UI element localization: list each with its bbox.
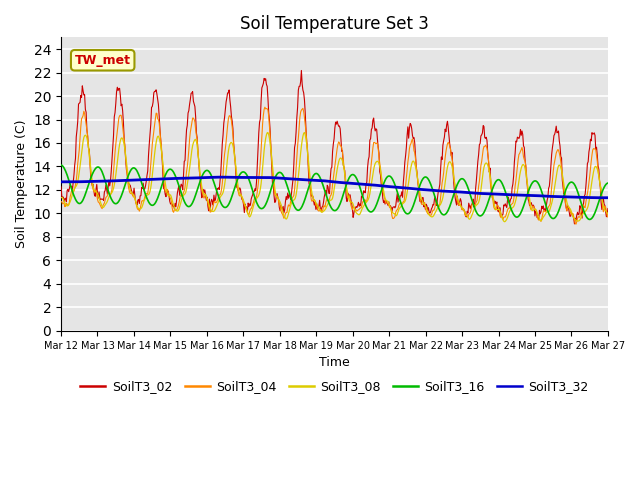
Line: SoilT3_32: SoilT3_32 bbox=[61, 177, 608, 198]
SoilT3_16 bbox=[417, 180, 425, 186]
SoilT3_04 bbox=[402, 183, 410, 189]
SoilT3_32 bbox=[418, 187, 426, 192]
SoilT3_02 bbox=[67, 183, 75, 189]
SoilT3_04 bbox=[208, 208, 216, 214]
SoilT3_02 bbox=[57, 184, 65, 190]
Title: Soil Temperature Set 3: Soil Temperature Set 3 bbox=[240, 15, 429, 33]
SoilT3_16 bbox=[401, 209, 409, 215]
SoilT3_02 bbox=[179, 187, 187, 192]
SoilT3_04 bbox=[179, 192, 187, 198]
SoilT3_16 bbox=[179, 194, 187, 200]
SoilT3_04 bbox=[572, 221, 580, 227]
SoilT3_04 bbox=[604, 214, 612, 220]
SoilT3_32 bbox=[208, 175, 216, 180]
SoilT3_04 bbox=[57, 199, 65, 204]
SoilT3_32 bbox=[67, 179, 75, 185]
Line: SoilT3_08: SoilT3_08 bbox=[61, 132, 608, 222]
SoilT3_32 bbox=[604, 195, 612, 201]
X-axis label: Time: Time bbox=[319, 356, 350, 369]
SoilT3_08 bbox=[124, 166, 131, 172]
SoilT3_32 bbox=[179, 175, 187, 181]
SoilT3_02 bbox=[418, 201, 426, 207]
SoilT3_02 bbox=[571, 221, 579, 227]
SoilT3_32 bbox=[218, 174, 225, 180]
SoilT3_32 bbox=[596, 195, 604, 201]
SoilT3_32 bbox=[57, 179, 65, 185]
Legend: SoilT3_02, SoilT3_04, SoilT3_08, SoilT3_16, SoilT3_32: SoilT3_02, SoilT3_04, SoilT3_08, SoilT3_… bbox=[76, 375, 593, 398]
SoilT3_04 bbox=[418, 201, 426, 207]
SoilT3_02 bbox=[402, 153, 410, 158]
SoilT3_16 bbox=[124, 176, 131, 181]
Line: SoilT3_04: SoilT3_04 bbox=[61, 107, 608, 224]
SoilT3_08 bbox=[67, 197, 75, 203]
Text: TW_met: TW_met bbox=[75, 54, 131, 67]
SoilT3_16 bbox=[586, 216, 593, 222]
SoilT3_08 bbox=[402, 197, 410, 203]
SoilT3_08 bbox=[500, 219, 508, 225]
SoilT3_02 bbox=[298, 68, 305, 73]
SoilT3_16 bbox=[57, 162, 65, 168]
SoilT3_08 bbox=[604, 211, 612, 217]
SoilT3_16 bbox=[208, 173, 216, 179]
SoilT3_08 bbox=[179, 194, 187, 200]
Line: SoilT3_02: SoilT3_02 bbox=[61, 71, 608, 224]
Line: SoilT3_16: SoilT3_16 bbox=[61, 165, 608, 219]
Y-axis label: Soil Temperature (C): Soil Temperature (C) bbox=[15, 120, 28, 248]
SoilT3_04 bbox=[67, 191, 75, 197]
SoilT3_16 bbox=[604, 180, 612, 186]
SoilT3_08 bbox=[208, 208, 216, 214]
SoilT3_08 bbox=[57, 195, 65, 201]
SoilT3_08 bbox=[418, 196, 426, 202]
SoilT3_08 bbox=[301, 130, 308, 135]
SoilT3_02 bbox=[208, 196, 216, 202]
SoilT3_02 bbox=[124, 171, 131, 177]
SoilT3_32 bbox=[124, 178, 131, 183]
SoilT3_04 bbox=[124, 174, 131, 180]
SoilT3_04 bbox=[261, 104, 269, 110]
SoilT3_16 bbox=[67, 184, 75, 190]
SoilT3_02 bbox=[604, 205, 612, 211]
SoilT3_32 bbox=[402, 185, 410, 191]
